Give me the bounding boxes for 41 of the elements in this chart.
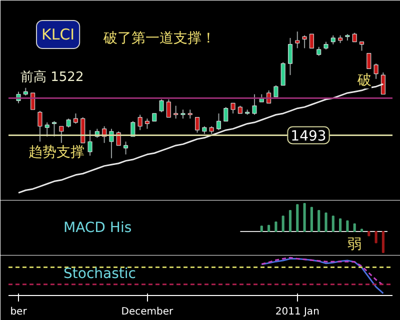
candlestick <box>144 118 150 130</box>
candlestick <box>374 63 378 80</box>
candlestick <box>216 112 221 131</box>
candlestick <box>124 141 128 155</box>
candlestick <box>366 53 372 69</box>
candlestick <box>38 110 42 142</box>
candlestick <box>109 128 114 159</box>
x-tick-label: ber <box>10 306 28 318</box>
candlestick <box>224 106 228 122</box>
candlestick <box>288 37 293 76</box>
candlestick <box>252 94 257 116</box>
candlestick <box>166 98 171 118</box>
candlestick <box>159 98 164 113</box>
candlestick <box>44 122 50 137</box>
text: 破了第一道支撑！ <box>102 30 216 46</box>
annotation: 破 <box>356 72 372 88</box>
candlestick <box>88 130 92 156</box>
annotation: 趋势支撑 <box>28 144 84 160</box>
candlestick <box>230 102 236 114</box>
candlestick <box>73 112 78 124</box>
ref-line-label: 前高 1522 <box>20 69 84 86</box>
candlestick <box>52 120 57 137</box>
text: Stochastic <box>64 266 136 282</box>
candlestick <box>309 34 314 49</box>
candlestick <box>295 31 300 49</box>
candlestick <box>59 126 64 144</box>
candlestick <box>274 84 278 98</box>
candlestick <box>174 105 178 120</box>
ref-line-label: 1493 <box>290 128 326 145</box>
candlestick <box>195 116 200 134</box>
candlestick <box>138 114 142 131</box>
text: MACD His <box>64 220 132 236</box>
candlestick <box>380 72 386 95</box>
candlestick <box>302 34 307 49</box>
candlestick <box>280 62 286 86</box>
x-tick-label: December <box>121 306 174 318</box>
candlestick <box>30 92 36 110</box>
candlestick <box>130 120 136 137</box>
x-tick-label: 2011 Jan <box>275 306 320 318</box>
annotation: 弱 <box>348 236 362 252</box>
text: KLCI <box>42 26 75 44</box>
